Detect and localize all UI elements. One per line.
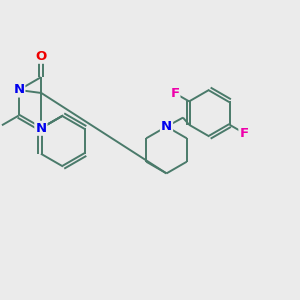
Text: N: N: [161, 120, 172, 133]
Text: O: O: [35, 50, 46, 63]
Text: N: N: [13, 83, 24, 97]
Text: F: F: [170, 87, 179, 100]
Text: N: N: [35, 122, 46, 135]
Text: F: F: [239, 127, 248, 140]
